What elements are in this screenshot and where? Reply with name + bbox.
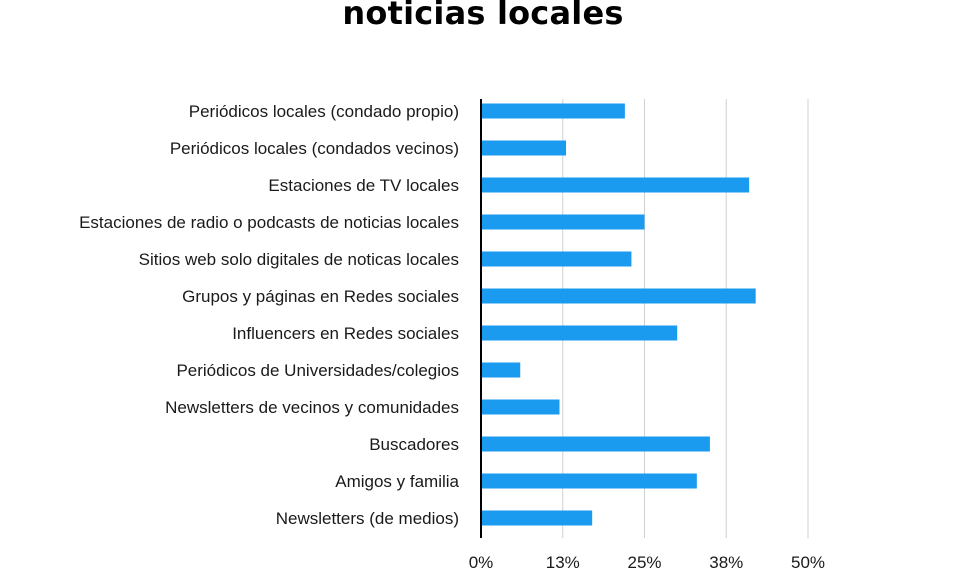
- bars: [481, 103, 756, 526]
- bar: [481, 288, 756, 304]
- category-label: Influencers en Redes sociales: [232, 324, 459, 343]
- bar: [481, 214, 645, 230]
- bar: [481, 103, 625, 119]
- bar: [481, 325, 678, 341]
- category-label: Periódicos locales (condados vecinos): [170, 139, 459, 158]
- bar: [481, 362, 521, 378]
- bar: [481, 473, 697, 489]
- x-tick-label: 25%: [627, 553, 661, 572]
- x-tick-label: 50%: [791, 553, 825, 572]
- bar: [481, 251, 632, 267]
- bar: [481, 436, 710, 452]
- category-label: Buscadores: [369, 435, 459, 454]
- category-label: Estaciones de radio o podcasts de notici…: [79, 213, 459, 232]
- chart-title: noticias locales: [342, 0, 624, 32]
- gridlines: [562, 99, 809, 538]
- category-label: Sitios web solo digitales de noticas loc…: [139, 250, 459, 269]
- category-label: Newsletters de vecinos y comunidades: [165, 398, 459, 417]
- category-label: Periódicos locales (condado propio): [189, 102, 459, 121]
- x-tick-label: 0%: [469, 553, 494, 572]
- x-tick-labels: 0% 13% 25% 38% 50%: [469, 553, 825, 572]
- category-label: Estaciones de TV locales: [268, 176, 459, 195]
- bar: [481, 140, 567, 156]
- category-label: Periódicos de Universidades/colegios: [176, 361, 459, 380]
- category-label: Newsletters (de medios): [276, 509, 459, 528]
- bar: [481, 510, 593, 526]
- category-labels: Periódicos locales (condado propio) Perió…: [79, 102, 459, 528]
- category-label: Amigos y familia: [335, 472, 459, 491]
- x-tick-label: 13%: [546, 553, 580, 572]
- category-label: Grupos y páginas en Redes sociales: [182, 287, 459, 306]
- x-tick-label: 38%: [709, 553, 743, 572]
- bar: [481, 399, 560, 415]
- bar: [481, 177, 750, 193]
